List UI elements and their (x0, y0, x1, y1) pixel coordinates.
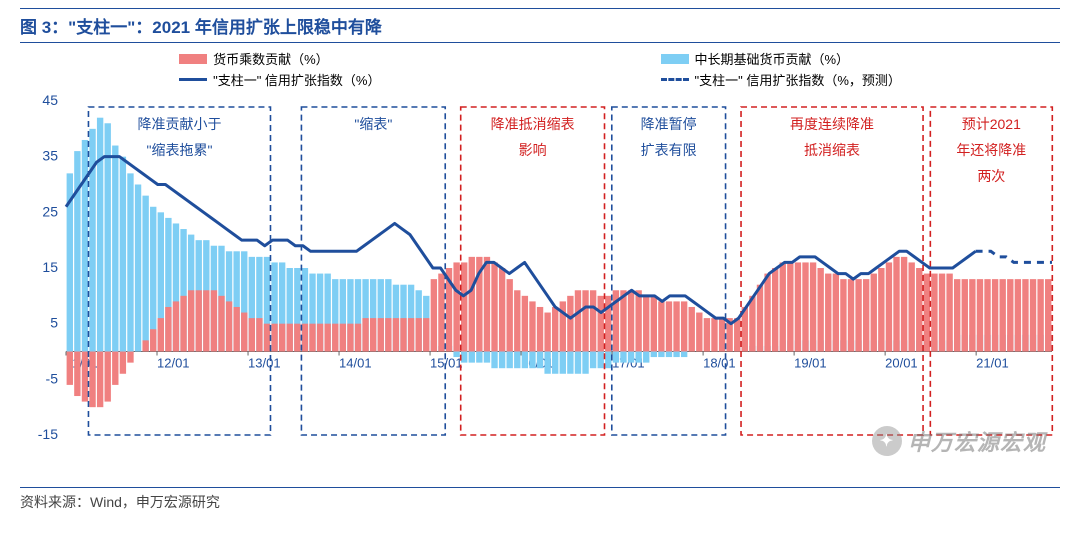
svg-text:扩表有限: 扩表有限 (641, 142, 697, 158)
svg-text:降准贡献小于: 降准贡献小于 (137, 116, 221, 132)
svg-text:45: 45 (42, 93, 58, 108)
svg-text:20/01: 20/01 (885, 356, 918, 371)
svg-text:再度连续降准: 再度连续降准 (790, 116, 874, 132)
svg-text:18/01: 18/01 (703, 356, 736, 371)
legend-label: 货币乘数贡献（%） (213, 49, 329, 68)
svg-text:"缩表": "缩表" (354, 116, 392, 132)
chart-title-row: 图 3："支柱一"：2021 年信用扩张上限稳中有降 (20, 8, 1060, 43)
chart-title: 图 3："支柱一"：2021 年信用扩张上限稳中有降 (20, 18, 382, 37)
svg-text:15: 15 (42, 259, 58, 275)
chart-area: -15-551525354511/0112/0113/0114/0115/011… (24, 93, 1056, 483)
legend-label: 中长期基础货币贡献（%） (695, 49, 850, 68)
legend: 货币乘数贡献（%） "支柱一" 信用扩张指数（%） 中长期基础货币贡献（%） "支柱… (20, 49, 1060, 89)
legend-item: "支柱一" 信用扩张指数（%） (179, 70, 380, 89)
svg-text:"缩表拖累": "缩表拖累" (146, 142, 212, 158)
legend-swatch-bar (661, 54, 689, 64)
legend-swatch-line (179, 78, 207, 81)
svg-text:两次: 两次 (977, 168, 1005, 184)
legend-label: "支柱一" 信用扩张指数（%，预测） (695, 70, 901, 89)
svg-text:-5: -5 (46, 370, 59, 386)
svg-text:年还将降准: 年还将降准 (956, 142, 1026, 158)
legend-swatch-line (661, 78, 689, 81)
svg-text:5: 5 (50, 315, 58, 331)
svg-text:19/01: 19/01 (794, 356, 827, 371)
svg-text:-15: -15 (38, 426, 58, 442)
legend-item: 中长期基础货币贡献（%） (661, 49, 901, 68)
svg-text:降准暂停: 降准暂停 (641, 116, 697, 132)
source-text: 资料来源：Wind，申万宏源研究 (20, 487, 1060, 512)
svg-text:抵消缩表: 抵消缩表 (804, 142, 860, 158)
legend-label: "支柱一" 信用扩张指数（%） (213, 70, 380, 89)
svg-text:14/01: 14/01 (339, 356, 372, 371)
legend-item: 货币乘数贡献（%） (179, 49, 380, 68)
svg-text:影响: 影响 (519, 142, 547, 158)
svg-text:21/01: 21/01 (976, 356, 1009, 371)
svg-text:35: 35 (42, 148, 58, 164)
svg-text:15/01: 15/01 (430, 356, 463, 371)
svg-text:预计2021: 预计2021 (962, 116, 1021, 132)
svg-text:12/01: 12/01 (157, 356, 190, 371)
svg-text:25: 25 (42, 203, 58, 219)
legend-item: "支柱一" 信用扩张指数（%，预测） (661, 70, 901, 89)
svg-text:13/01: 13/01 (248, 356, 281, 371)
legend-swatch-bar (179, 54, 207, 64)
svg-text:降准抵消缩表: 降准抵消缩表 (491, 116, 575, 132)
